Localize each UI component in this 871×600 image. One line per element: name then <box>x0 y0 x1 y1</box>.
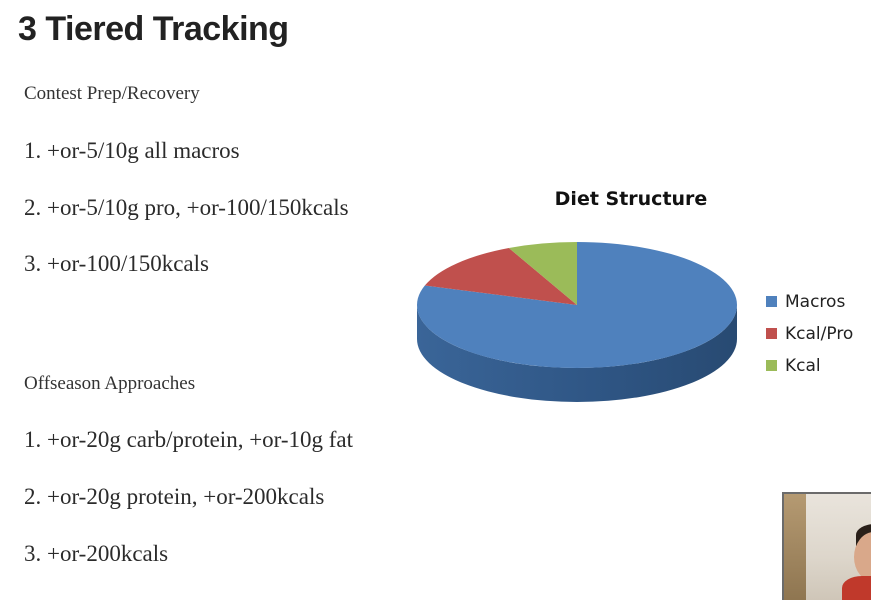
legend-label-macros: Macros <box>785 292 845 312</box>
pie-slice-kcal <box>508 242 577 305</box>
contest-prep-heading: Contest Prep/Recovery <box>24 83 200 104</box>
slide-title: 3 Tiered Tracking <box>18 10 289 48</box>
legend-swatch-kcal <box>766 360 777 371</box>
presenter-face <box>854 532 871 582</box>
pie-layer <box>417 242 737 402</box>
offseason-item-1: 1. +or-20g carb/protein, +or-10g fat <box>24 427 354 452</box>
legend-swatch-kcal-pro <box>766 328 777 339</box>
contest-prep-item-1: 1. +or-5/10g all macros <box>24 138 240 163</box>
chart-legend: Macros Kcal/Pro Kcal <box>766 292 853 376</box>
contest-prep-item-3: 3. +or-100/150kcals <box>24 251 209 276</box>
diet-structure-chart: Diet Structure Macros Kcal/Pro Kcal <box>417 188 853 402</box>
offseason-item-2: 2. +or-20g protein, +or-200kcals <box>24 484 325 509</box>
legend-swatch-macros <box>766 296 777 307</box>
pie-slice-kcal-pro <box>424 247 577 305</box>
webcam-video-thumbnail <box>782 492 871 600</box>
presenter-shirt <box>842 576 871 600</box>
offseason-item-3: 3. +or-200kcals <box>24 541 169 566</box>
chart-title: Diet Structure <box>555 188 708 210</box>
background-door <box>784 494 806 600</box>
offseason-heading: Offseason Approaches <box>24 373 196 394</box>
pie-side-macros <box>417 305 737 402</box>
legend-label-kcal: Kcal <box>785 356 821 376</box>
contest-prep-item-2: 2. +or-5/10g pro, +or-100/150kcals <box>24 195 349 220</box>
legend-label-kcal-pro: Kcal/Pro <box>785 324 853 344</box>
